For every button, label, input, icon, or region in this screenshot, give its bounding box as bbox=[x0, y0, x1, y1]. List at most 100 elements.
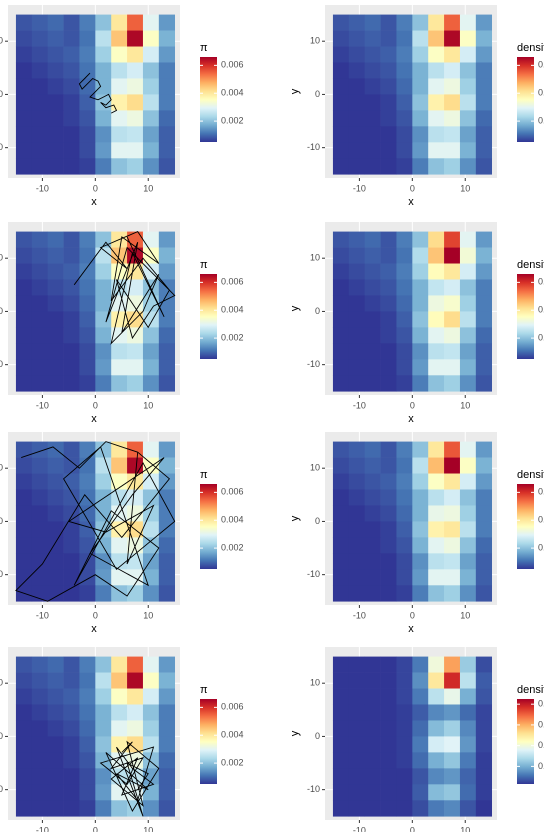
heat-tile bbox=[412, 30, 429, 47]
heat-tile bbox=[79, 585, 96, 602]
heat-tile bbox=[15, 142, 33, 159]
heat-tile bbox=[396, 768, 413, 785]
heat-tile bbox=[47, 110, 64, 127]
heat-tile bbox=[459, 110, 477, 127]
heat-tile bbox=[332, 231, 350, 248]
heat-tile bbox=[412, 441, 429, 458]
heat-tile bbox=[332, 768, 350, 785]
heat-tile bbox=[158, 736, 176, 753]
heat-tile bbox=[380, 441, 397, 458]
heat-tile bbox=[412, 473, 429, 490]
heat-tile bbox=[158, 263, 176, 280]
heat-tile bbox=[15, 94, 33, 111]
heat-tile bbox=[127, 231, 144, 248]
heat-tile bbox=[459, 521, 477, 538]
heat-tile bbox=[475, 311, 493, 328]
legend-label: 0.002 bbox=[538, 332, 544, 342]
heat-tile bbox=[459, 30, 477, 47]
heat-tile bbox=[158, 688, 176, 705]
heat-tile bbox=[127, 656, 144, 673]
heat-tile bbox=[396, 62, 413, 79]
legend-label: 0.004 bbox=[221, 730, 244, 740]
heat-tile bbox=[63, 736, 80, 753]
heat-tile bbox=[31, 656, 48, 673]
heat-tile bbox=[475, 30, 493, 47]
heat-tile bbox=[95, 768, 112, 785]
heat-tile bbox=[47, 768, 64, 785]
heat-tile bbox=[364, 800, 381, 817]
heat-tile bbox=[444, 327, 461, 344]
heat-tile bbox=[31, 46, 48, 63]
heat-tile bbox=[348, 672, 365, 689]
heat-tile bbox=[15, 473, 33, 490]
heat-tile bbox=[127, 585, 144, 602]
y-tick-label: -10 bbox=[0, 359, 3, 369]
heat-tile bbox=[79, 359, 96, 376]
y-tick-label: 0 bbox=[315, 731, 320, 741]
heat-tile bbox=[444, 263, 461, 280]
heat-tile bbox=[332, 752, 350, 769]
heat-tile bbox=[111, 62, 128, 79]
y-tick-label: 10 bbox=[310, 36, 320, 46]
heat-tile bbox=[47, 800, 64, 817]
heat-tile bbox=[79, 672, 96, 689]
y-axis-label: y bbox=[289, 305, 301, 311]
heat-tile bbox=[475, 800, 493, 817]
heat-tile bbox=[15, 126, 33, 143]
heat-tile bbox=[459, 656, 477, 673]
heat-tile bbox=[95, 585, 112, 602]
legend-title: density bbox=[517, 469, 544, 481]
heat-tile bbox=[396, 489, 413, 506]
heat-tile bbox=[444, 800, 461, 817]
heat-tile bbox=[459, 569, 477, 586]
heat-tile bbox=[79, 768, 96, 785]
x-tick-label: -10 bbox=[36, 400, 49, 410]
heat-tile bbox=[47, 46, 64, 63]
heat-tile bbox=[79, 800, 96, 817]
heat-tile bbox=[380, 688, 397, 705]
heat-tile bbox=[475, 704, 493, 721]
heat-tile bbox=[127, 704, 144, 721]
heat-tile bbox=[332, 94, 350, 111]
heat-tile bbox=[364, 505, 381, 522]
heat-tile bbox=[31, 110, 48, 127]
heat-tile bbox=[444, 126, 461, 143]
heat-tile bbox=[348, 537, 365, 554]
heat-tile bbox=[63, 752, 80, 769]
heat-tile bbox=[348, 569, 365, 586]
heat-tile bbox=[364, 30, 381, 47]
heat-tile bbox=[396, 343, 413, 360]
heat-tile bbox=[79, 78, 96, 95]
heat-tile bbox=[142, 441, 160, 458]
heat-tile bbox=[380, 126, 397, 143]
heat-tile bbox=[95, 279, 112, 296]
heat-tile bbox=[47, 752, 64, 769]
heat-tile bbox=[332, 537, 350, 554]
heat-tile bbox=[79, 343, 96, 360]
heat-tile bbox=[111, 784, 128, 801]
heat-tile bbox=[396, 672, 413, 689]
heat-tile bbox=[47, 343, 64, 360]
heat-tile bbox=[142, 800, 160, 817]
heat-tile bbox=[428, 158, 445, 175]
heat-tile bbox=[127, 30, 144, 47]
heat-tile bbox=[63, 656, 80, 673]
heat-tile bbox=[332, 311, 350, 328]
heat-tile bbox=[364, 784, 381, 801]
heat-tile bbox=[396, 46, 413, 63]
heat-tile bbox=[95, 94, 112, 111]
legend-bar bbox=[517, 274, 534, 359]
heat-tile bbox=[459, 585, 477, 602]
legend-label: 0.004 bbox=[538, 305, 544, 315]
heat-tile bbox=[475, 521, 493, 538]
y-tick-label: 0 bbox=[0, 306, 3, 316]
heat-tile bbox=[15, 327, 33, 344]
heat-tile bbox=[332, 343, 350, 360]
heat-tile bbox=[364, 489, 381, 506]
heat-tile bbox=[475, 263, 493, 280]
heat-tile bbox=[380, 672, 397, 689]
heat-tile bbox=[444, 688, 461, 705]
heat-tile bbox=[459, 505, 477, 522]
heat-tile bbox=[95, 30, 112, 47]
heat-tile bbox=[332, 585, 350, 602]
